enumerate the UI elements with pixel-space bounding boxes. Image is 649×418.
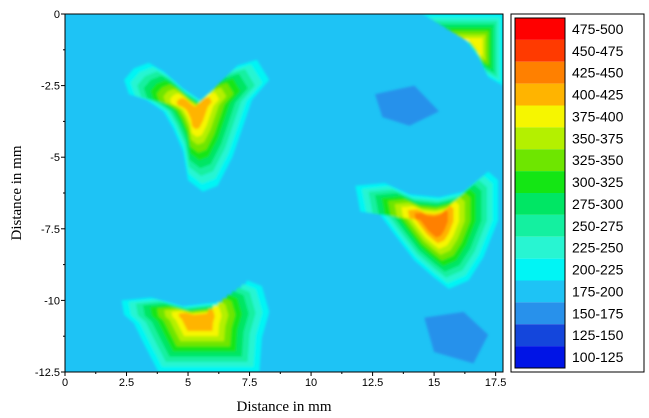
legend-swatch	[515, 193, 565, 215]
legend-swatch	[515, 149, 565, 172]
legend-swatch	[515, 214, 565, 237]
y-tick-label: -5	[50, 152, 60, 164]
y-tick-label: 0	[54, 9, 60, 21]
legend-item: 300-325	[515, 171, 624, 193]
legend-label: 275-300	[572, 196, 624, 212]
legend-label: 200-225	[572, 262, 624, 278]
contour-level-375	[461, 38, 483, 57]
x-axis: 0 2.5 5 7.5 10 12.5 15 17.5	[62, 372, 506, 389]
legend-label: 450-475	[572, 43, 624, 59]
legend-item: 350-375	[515, 127, 624, 150]
y-axis-title: Distance in mm	[9, 145, 25, 240]
x-tick-label: 15	[428, 377, 440, 389]
x-axis-title: Distance in mm	[237, 399, 332, 415]
x-tick-label: 12.5	[362, 377, 383, 389]
y-tick-label: -2.5	[41, 81, 60, 93]
x-tick-label: 5	[185, 377, 191, 389]
contour-level-400	[178, 308, 215, 331]
contour-region-right-middle-region	[355, 171, 499, 289]
x-tick-label: 2.5	[119, 377, 134, 389]
legend-swatch	[515, 258, 565, 281]
legend-swatch	[515, 346, 565, 368]
legend-swatch	[515, 236, 565, 259]
contour-region-blue-patch-right-lower	[424, 311, 489, 364]
legend-item: 475-500	[515, 18, 624, 40]
legend-label: 325-350	[572, 152, 624, 168]
contour-region-upper-right-corner	[421, 14, 503, 86]
legend-item: 375-400	[515, 105, 624, 128]
legend-item: 450-475	[515, 39, 624, 62]
legend-item: 400-425	[515, 83, 624, 106]
legend-label: 425-450	[572, 65, 624, 81]
contour-level-162	[375, 85, 439, 126]
legend-swatch	[515, 39, 565, 62]
contour-regions	[121, 14, 503, 372]
y-tick-label: -10	[44, 295, 60, 307]
contour-region-bottom-left-region	[121, 280, 270, 372]
legend-item: 225-250	[515, 236, 624, 259]
x-tick-label: 10	[305, 377, 317, 389]
color-legend: 475-500 450-475 425-450 400-425 375-400 350-3…	[510, 13, 645, 373]
legend-swatch	[515, 324, 565, 347]
contour-level-162	[424, 311, 489, 364]
y-tick-label: -7.5	[41, 224, 60, 236]
plot-area	[65, 14, 503, 372]
legend-label: 375-400	[572, 108, 624, 124]
legend-item: 275-300	[515, 193, 624, 215]
legend-swatch	[515, 18, 565, 40]
legend-swatch	[515, 171, 565, 193]
legend-label: 300-325	[572, 174, 624, 190]
legend-swatch	[515, 280, 565, 303]
legend-swatch	[515, 83, 565, 106]
legend-item: 200-225	[515, 258, 624, 281]
legend-swatch	[515, 105, 565, 128]
x-tick-label: 7.5	[242, 377, 257, 389]
legend-label: 125-150	[572, 327, 624, 343]
legend-item: 325-350	[515, 149, 624, 172]
legend-swatch	[515, 61, 565, 84]
legend-item: 150-175	[515, 302, 624, 325]
legend-item: 250-275	[515, 214, 624, 237]
legend-label: 150-175	[572, 305, 624, 321]
contour-region-blue-patch-right-upper	[375, 85, 439, 126]
legend-swatch	[515, 302, 565, 325]
legend-label: 250-275	[572, 218, 624, 234]
legend-label: 475-500	[572, 21, 624, 37]
legend-label: 350-375	[572, 130, 624, 146]
legend-item: 175-200	[515, 280, 624, 303]
y-tick-label: -12.5	[35, 367, 60, 379]
legend-label: 400-425	[572, 87, 624, 103]
legend-swatch	[515, 127, 565, 150]
legend-label: 225-250	[572, 240, 624, 256]
y-axis: 0 -2.5 -5 -7.5 -10 -12.5	[35, 9, 65, 379]
legend-swatch-frame	[514, 17, 566, 369]
contour-level-400	[176, 97, 212, 130]
legend-item: 125-150	[515, 324, 624, 347]
legend-item: 100-125	[515, 346, 624, 368]
legend-label: 175-200	[572, 283, 624, 299]
x-tick-label: 17.5	[485, 377, 506, 389]
contour-level-425	[414, 210, 448, 238]
legend-item: 425-450	[515, 61, 624, 84]
x-tick-label: 0	[62, 377, 68, 389]
legend-label: 100-125	[572, 349, 624, 365]
contour-region-v-shaped-region	[124, 59, 270, 192]
